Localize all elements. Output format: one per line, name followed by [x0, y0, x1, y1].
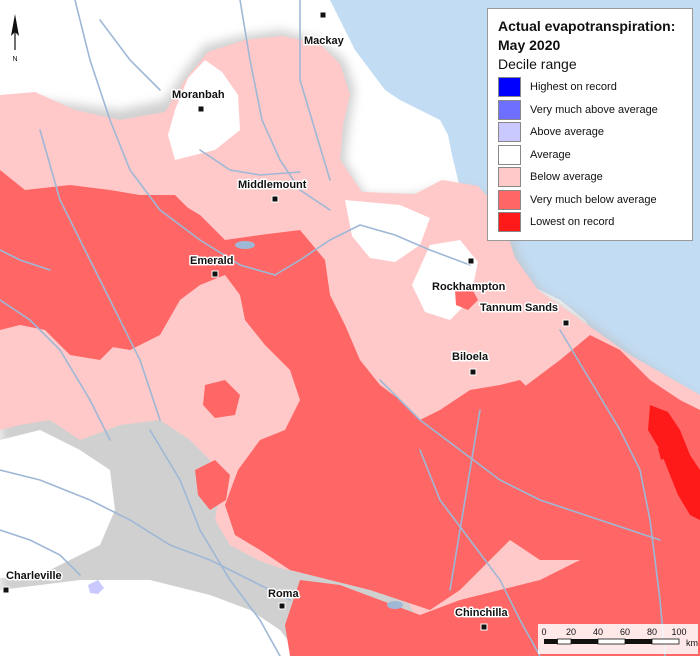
lakes — [235, 241, 403, 609]
town-label: Tannum Sands — [480, 302, 558, 314]
legend: Actual evapotranspiration: May 2020 Deci… — [487, 8, 693, 241]
town-marker — [278, 602, 286, 610]
legend-swatch — [498, 167, 521, 188]
town-marker — [211, 270, 219, 278]
region-very-much-below-south — [285, 510, 700, 656]
region-very-much-below-spot1 — [195, 460, 230, 510]
scale-bar: 0 20 40 60 80 100 km — [538, 624, 698, 654]
town-marker — [480, 623, 488, 631]
legend-label: Above average — [530, 126, 604, 139]
region-average-sw — [0, 580, 300, 656]
region-above-average-spot — [88, 580, 104, 594]
town-marker — [319, 11, 327, 19]
legend-item: Lowest on record — [498, 211, 682, 234]
region-very-much-below-spot3 — [455, 285, 478, 310]
town-middlemount: Middlemount — [237, 178, 308, 203]
legend-item: Average — [498, 144, 682, 167]
legend-swatch — [498, 189, 521, 210]
legend-swatch — [498, 212, 521, 233]
town-marker — [197, 105, 205, 113]
region-lowest-on-record — [648, 405, 700, 520]
scale-tick-label: 100 — [671, 627, 686, 637]
legend-label: Very much below average — [530, 193, 657, 206]
town-tannum-sands: Tannum Sands — [479, 301, 570, 327]
north-arrow-icon — [11, 14, 19, 36]
legend-item: Highest on record — [498, 76, 682, 99]
legend-item: Below average — [498, 166, 682, 189]
legend-label: Highest on record — [530, 81, 617, 94]
legend-swatch — [498, 122, 521, 143]
town-marker — [469, 368, 477, 376]
town-biloela: Biloela — [451, 350, 490, 376]
scale-tick-label: 60 — [620, 627, 630, 637]
scale-segments — [544, 638, 680, 645]
scale-tick-label: 40 — [593, 627, 603, 637]
legend-label: Average — [530, 148, 571, 161]
town-label: Emerald — [190, 255, 233, 267]
town-rockhampton: Rockhampton — [431, 257, 507, 295]
region-average-central — [345, 200, 430, 262]
town-moranbah: Moranbah — [171, 88, 226, 113]
town-roma: Roma — [267, 587, 301, 610]
legend-swatch — [498, 99, 521, 120]
legend-item: Above average — [498, 121, 682, 144]
north-arrow: N — [11, 14, 19, 63]
legend-title-line1: Actual evapotranspiration: — [498, 18, 676, 34]
rivers — [0, 0, 666, 656]
region-very-much-below-spot2 — [203, 380, 240, 418]
town-marker — [2, 586, 10, 594]
legend-label: Very much above average — [530, 103, 658, 116]
town-marker — [271, 195, 279, 203]
legend-item: Very much above average — [498, 99, 682, 122]
town-marker — [467, 257, 475, 265]
region-very-much-below-east — [480, 335, 700, 560]
legend-subtitle: Decile range — [498, 56, 577, 72]
legend-swatch — [498, 77, 521, 98]
town-emerald: Emerald — [189, 254, 235, 278]
town-label: Moranbah — [172, 89, 225, 101]
town-chinchilla: Chinchilla — [454, 606, 510, 631]
legend-item: Very much below average — [498, 189, 682, 212]
town-marker — [562, 319, 570, 327]
scale-tick-label: 20 — [566, 627, 576, 637]
legend-label: Lowest on record — [530, 216, 615, 229]
town-label: Biloela — [452, 351, 489, 363]
scale-unit: km — [686, 638, 698, 648]
town-charleville: Charleville — [2, 569, 63, 594]
north-label: N — [12, 56, 17, 63]
region-lowest-spot — [658, 446, 670, 460]
town-label: Rockhampton — [432, 281, 506, 293]
region-average-west — [0, 430, 115, 578]
legend-label: Below average — [530, 171, 603, 184]
town-label: Charleville — [6, 570, 62, 582]
scale-tick-label: 0 — [541, 627, 546, 637]
legend-title-line2: May 2020 — [498, 37, 561, 53]
town-mackay: Mackay — [303, 11, 346, 49]
town-label: Mackay — [304, 35, 345, 47]
region-very-much-below-central — [95, 200, 565, 610]
town-label: Chinchilla — [455, 607, 508, 619]
scale-tick-label: 80 — [647, 627, 657, 637]
legend-swatch — [498, 144, 521, 165]
town-label: Roma — [268, 588, 299, 600]
town-label: Middlemount — [238, 179, 307, 191]
